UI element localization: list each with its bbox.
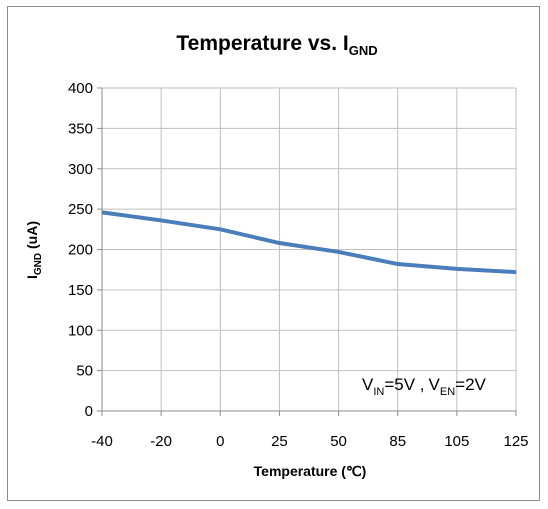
- data-point: [338, 251, 340, 253]
- x-tick-label: 50: [330, 433, 347, 450]
- x-tick-label: -40: [91, 433, 113, 450]
- annot-vin-sub: IN: [373, 386, 384, 398]
- series-layer: [101, 210, 517, 275]
- y-axis-label-rest: (uA): [24, 221, 40, 253]
- annot-ven-rest: =2V: [455, 375, 486, 394]
- data-point: [101, 211, 103, 213]
- x-tick-label: 125: [503, 433, 528, 450]
- annot-ven-sub: EN: [440, 386, 455, 398]
- y-tick-label: 0: [85, 403, 93, 420]
- x-tick-labels: -40 -20 0 25 50 85 105 125: [91, 433, 528, 450]
- x-tick-label: 85: [389, 433, 406, 450]
- x-tick-label: 0: [216, 433, 224, 450]
- chart-title-sub: GND: [349, 43, 378, 58]
- y-axis-label-main: I: [24, 275, 40, 279]
- y-tick-label: 400: [68, 80, 93, 97]
- data-point: [219, 228, 221, 230]
- chart-title-main: Temperature vs. I: [176, 32, 348, 55]
- gridlines: [102, 87, 517, 411]
- y-tick-label: 250: [68, 201, 93, 218]
- y-tick-label: 50: [76, 363, 93, 380]
- data-point: [160, 219, 162, 221]
- data-point: [278, 242, 280, 244]
- data-point: [397, 263, 399, 265]
- y-tick-label: 200: [68, 242, 93, 259]
- y-tick-label: 100: [68, 322, 93, 339]
- annot-vin-rest: =5V ,: [384, 375, 424, 394]
- y-tick-label: 300: [68, 161, 93, 178]
- annot-vin: V: [362, 375, 374, 394]
- annot-ven: V: [429, 375, 441, 394]
- x-tick-label: -20: [150, 433, 172, 450]
- data-point: [515, 271, 517, 273]
- x-tick-label: 105: [444, 433, 469, 450]
- x-tick-label: 25: [271, 433, 288, 450]
- data-point: [456, 268, 458, 270]
- y-tick-label: 350: [68, 120, 93, 137]
- y-axis-label-sub: GND: [33, 253, 44, 275]
- condition-annotation: VIN=5V , VEN=2V: [362, 375, 487, 398]
- series-line: [101, 210, 517, 275]
- x-axis-label: Temperature (℃): [254, 463, 367, 479]
- y-axis-label: IGND (uA): [24, 221, 44, 279]
- y-tick-label: 150: [68, 282, 93, 299]
- y-tick-labels: 0 50 100 150 200 250 300 350 400: [68, 80, 93, 420]
- chart-title: Temperature vs. IGND: [176, 32, 377, 58]
- axes: [97, 87, 517, 416]
